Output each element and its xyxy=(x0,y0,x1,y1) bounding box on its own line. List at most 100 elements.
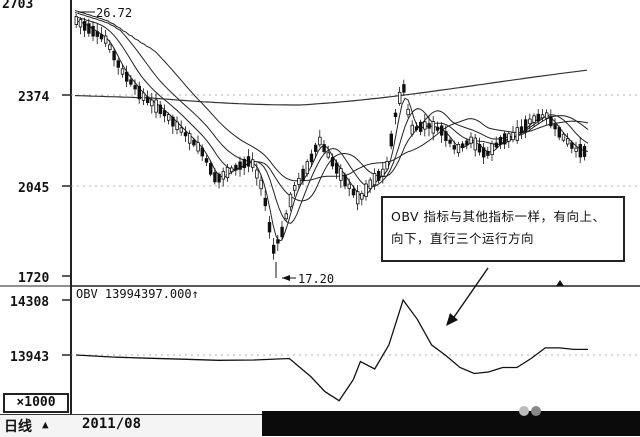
candle-body-91 xyxy=(456,143,461,154)
candle-body-116 xyxy=(561,133,566,141)
candle-body-49 xyxy=(280,226,284,238)
candle-body-12 xyxy=(125,71,129,82)
candle-body-57 xyxy=(313,144,318,152)
candle-body-93 xyxy=(465,140,469,146)
candle-body-41 xyxy=(246,156,251,167)
period-label: 日线 xyxy=(4,419,32,435)
date-label: 2011/08 xyxy=(82,416,142,432)
candle-body-51 xyxy=(288,193,293,208)
candle-body-33 xyxy=(213,172,217,183)
candle-body-92 xyxy=(460,143,465,149)
candle-body-97 xyxy=(481,147,486,158)
candle-body-48 xyxy=(276,239,280,244)
candle-body-25 xyxy=(179,127,183,133)
high-value-label: 26.72 xyxy=(96,6,132,20)
candle-body-5 xyxy=(95,31,99,37)
candle-body-107 xyxy=(524,119,528,132)
candle-body-61 xyxy=(330,157,335,167)
candle-body-110 xyxy=(536,113,540,122)
candle-body-105 xyxy=(515,127,519,141)
candle-body-8 xyxy=(108,44,112,50)
candle-body-79 xyxy=(406,108,410,116)
candle-body-80 xyxy=(410,124,414,135)
candle-body-115 xyxy=(557,127,561,138)
candle-body-50 xyxy=(284,213,288,220)
candle-body-114 xyxy=(553,124,557,130)
candle-body-112 xyxy=(545,112,549,119)
candle-body-76 xyxy=(393,112,398,117)
pointer-arrow-icon xyxy=(446,267,489,326)
candle-body-62 xyxy=(334,162,339,174)
candle-body-78 xyxy=(402,84,406,93)
ma-line-long xyxy=(74,69,588,106)
candle-body-27 xyxy=(187,133,192,144)
candle-body-28 xyxy=(192,139,196,146)
candle-body-113 xyxy=(549,116,553,127)
candle-body-88 xyxy=(444,131,448,142)
candle-body-46 xyxy=(267,222,272,233)
candle-body-55 xyxy=(305,161,309,175)
candle-body-82 xyxy=(418,121,423,132)
candle-body-53 xyxy=(297,177,301,185)
candle-body-43 xyxy=(255,169,259,179)
candle-body-72 xyxy=(376,170,381,181)
candle-body-70 xyxy=(368,179,372,189)
y-tick-label-0: 2703 xyxy=(2,0,33,12)
candle-body-106 xyxy=(519,126,524,134)
candle-body-1 xyxy=(78,19,83,28)
candle-body-44 xyxy=(259,179,263,190)
dot-icon-1 xyxy=(519,406,529,416)
candle-body-121 xyxy=(582,146,587,157)
candle-body-21 xyxy=(162,110,167,117)
candle-body-111 xyxy=(540,114,545,119)
candle-body-64 xyxy=(343,174,347,187)
low-value-label: 17.20 xyxy=(298,272,334,286)
candle-body-0 xyxy=(74,16,78,25)
footer-dark-panel xyxy=(262,411,640,436)
candle-body-32 xyxy=(208,162,213,175)
candle-body-15 xyxy=(137,85,141,100)
candle-body-60 xyxy=(326,152,330,158)
candle-body-75 xyxy=(389,133,393,147)
candle-body-11 xyxy=(120,68,125,75)
candle-body-6 xyxy=(99,34,104,40)
candle-body-23 xyxy=(171,116,175,127)
candle-body-100 xyxy=(494,142,498,148)
candle-body-65 xyxy=(347,183,351,189)
candle-body-2 xyxy=(83,21,87,31)
candle-body-73 xyxy=(381,168,385,177)
candle-body-101 xyxy=(498,136,503,145)
candle-body-67 xyxy=(355,191,360,205)
candle-body-117 xyxy=(566,138,570,145)
candle-body-16 xyxy=(141,92,146,101)
candle-body-10 xyxy=(116,60,120,68)
candle-body-90 xyxy=(452,145,456,150)
triangle-marker-icon xyxy=(556,280,564,286)
candle-body-99 xyxy=(490,143,494,156)
candle-body-56 xyxy=(309,153,314,163)
candle-body-40 xyxy=(242,158,246,169)
candle-body-4 xyxy=(91,25,95,37)
candle-body-68 xyxy=(360,193,364,200)
period-toggle-icon[interactable]: ▲ xyxy=(42,418,49,431)
candle-body-14 xyxy=(133,85,137,90)
annotation-note: OBV 指标与其他指标一样，有向上、向下，直行三个运行方向 xyxy=(381,196,625,262)
candle-body-39 xyxy=(238,161,242,170)
candle-body-85 xyxy=(431,121,435,134)
candle-body-17 xyxy=(145,96,150,104)
candle-body-52 xyxy=(292,185,297,191)
candle-body-31 xyxy=(204,158,209,163)
ma-line-1 xyxy=(74,16,589,224)
candle-body-119 xyxy=(574,147,578,152)
candle-body-26 xyxy=(183,132,188,137)
candle-body-47 xyxy=(271,244,276,254)
candle-body-74 xyxy=(385,161,389,170)
candle-body-109 xyxy=(532,115,536,123)
chart-frame xyxy=(0,0,640,414)
candle-body-30 xyxy=(200,147,204,157)
candle-body-83 xyxy=(423,121,427,130)
candle-body-42 xyxy=(250,159,255,168)
candle-body-120 xyxy=(578,144,582,158)
candle-body-18 xyxy=(150,99,154,107)
